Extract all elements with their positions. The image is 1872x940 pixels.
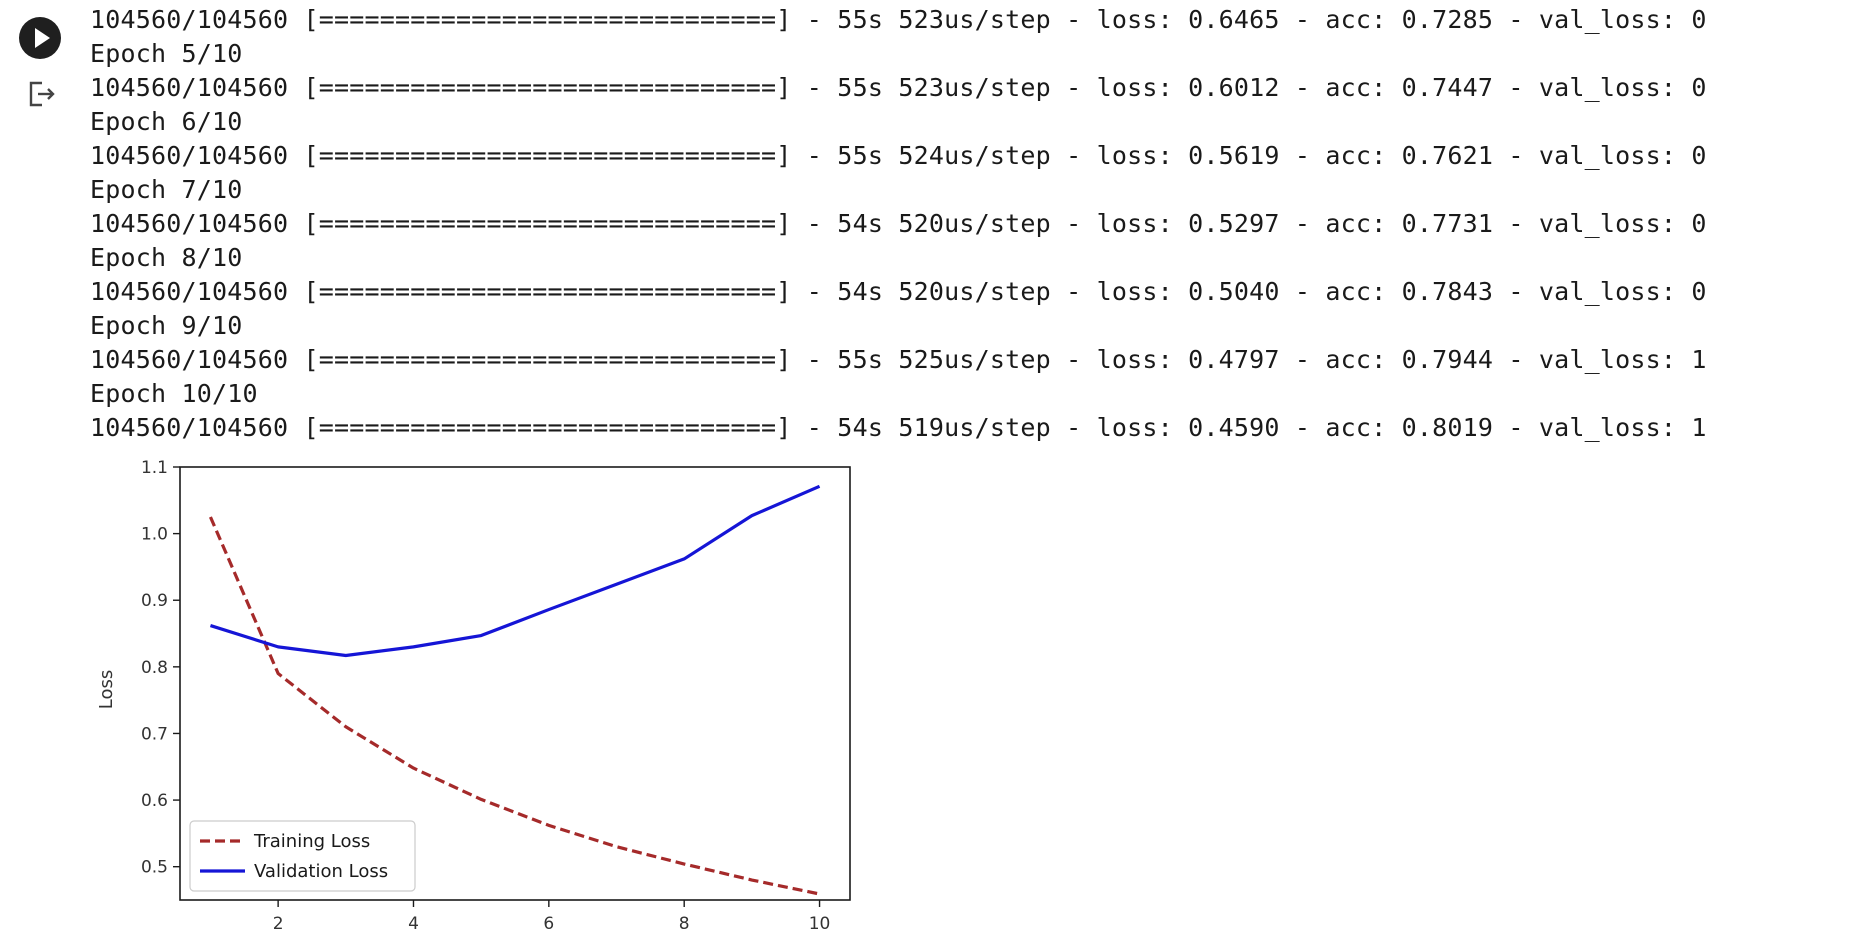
progress-line: 104560/104560 [=========================… — [90, 139, 1707, 173]
progress-line: 104560/104560 [=========================… — [90, 411, 1707, 445]
epoch-header: Epoch 8/10 — [90, 241, 1707, 275]
progress-line: 104560/104560 [=========================… — [90, 3, 1707, 37]
output-options-button[interactable] — [26, 78, 58, 110]
x-tick-label: 6 — [543, 914, 554, 934]
run-cell-button[interactable] — [19, 17, 61, 59]
legend-validation-label: Validation Loss — [254, 861, 388, 882]
x-tick-label: 10 — [809, 914, 831, 934]
x-tick-label: 4 — [408, 914, 419, 934]
y-tick-label: 1.1 — [141, 458, 168, 478]
progress-line: 104560/104560 [=========================… — [90, 343, 1707, 377]
epoch-header: Epoch 10/10 — [90, 377, 1707, 411]
progress-line: 104560/104560 [=========================… — [90, 71, 1707, 105]
legend-training-label: Training Loss — [253, 831, 370, 852]
epoch-header: Epoch 6/10 — [90, 105, 1707, 139]
y-tick-label: 0.5 — [141, 858, 168, 878]
progress-line: 104560/104560 [=========================… — [90, 275, 1707, 309]
y-tick-label: 0.8 — [141, 658, 168, 678]
progress-line: 104560/104560 [=========================… — [90, 207, 1707, 241]
y-tick-label: 0.7 — [141, 724, 168, 744]
y-tick-label: 0.9 — [141, 591, 168, 611]
output-redirect-icon — [26, 78, 58, 110]
x-tick-label: 2 — [273, 914, 284, 934]
y-tick-label: 0.6 — [141, 791, 168, 811]
epoch-header: Epoch 7/10 — [90, 173, 1707, 207]
loss-chart: 0.5 0.6 0.7 0.8 0.9 1.0 1.1 2 4 6 8 10 Loss Training … — [90, 452, 870, 936]
epoch-header: Epoch 9/10 — [90, 309, 1707, 343]
cell-gutter — [0, 0, 80, 936]
training-log: 104560/104560 [=========================… — [90, 3, 1707, 445]
epoch-header: Epoch 5/10 — [90, 37, 1707, 71]
x-tick-label: 8 — [679, 914, 690, 934]
y-tick-label: 1.0 — [141, 525, 168, 545]
y-axis-label: Loss — [96, 670, 117, 709]
play-icon — [19, 17, 61, 59]
loss-chart-svg: 0.5 0.6 0.7 0.8 0.9 1.0 1.1 2 4 6 8 10 Loss Training … — [90, 452, 870, 936]
